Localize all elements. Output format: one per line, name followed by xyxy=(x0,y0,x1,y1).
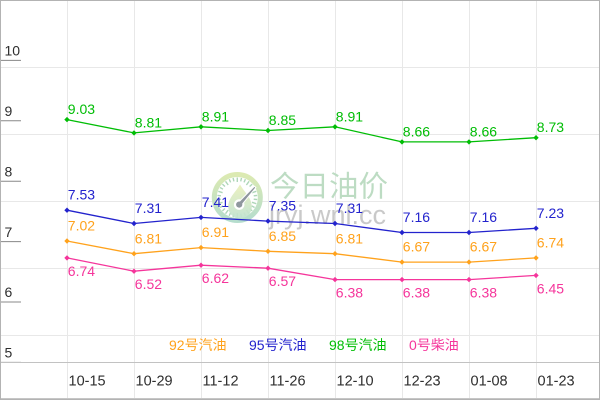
svg-text:6.74: 6.74 xyxy=(68,263,95,279)
svg-text:8.81: 8.81 xyxy=(135,114,162,130)
svg-text:7.23: 7.23 xyxy=(537,205,564,221)
svg-text:95: 95 xyxy=(249,337,265,353)
svg-text:12-10: 12-10 xyxy=(337,374,374,390)
svg-text:8.66: 8.66 xyxy=(470,123,497,139)
svg-text:6.38: 6.38 xyxy=(470,285,497,301)
svg-text:6.85: 6.85 xyxy=(269,228,296,244)
svg-text:11-12: 11-12 xyxy=(203,374,239,390)
svg-text:8.91: 8.91 xyxy=(336,108,363,124)
svg-text:6.81: 6.81 xyxy=(336,230,363,246)
svg-text:8.73: 8.73 xyxy=(537,119,564,135)
svg-text:6.38: 6.38 xyxy=(403,285,430,301)
svg-text:6.81: 6.81 xyxy=(135,230,162,246)
svg-text:jryj.wnl.cc: jryj.wnl.cc xyxy=(268,200,386,230)
svg-text:7.16: 7.16 xyxy=(470,209,497,225)
svg-text:6.62: 6.62 xyxy=(202,270,229,286)
svg-text:01-23: 01-23 xyxy=(538,374,575,390)
svg-text:7.31: 7.31 xyxy=(336,200,363,216)
svg-text:9: 9 xyxy=(5,103,13,119)
svg-text:6.67: 6.67 xyxy=(403,239,430,255)
svg-text:7.31: 7.31 xyxy=(135,200,162,216)
svg-text:10-15: 10-15 xyxy=(69,374,106,390)
svg-text:8: 8 xyxy=(5,163,13,179)
svg-text:01-08: 01-08 xyxy=(471,374,508,390)
svg-text:6.38: 6.38 xyxy=(336,285,363,301)
svg-text:6.91: 6.91 xyxy=(202,224,229,240)
svg-text:92: 92 xyxy=(169,337,185,353)
svg-text:6.74: 6.74 xyxy=(537,235,564,251)
svg-text:7.41: 7.41 xyxy=(202,194,229,210)
svg-text:6.67: 6.67 xyxy=(470,239,497,255)
svg-text:6: 6 xyxy=(5,284,13,300)
svg-text:7.35: 7.35 xyxy=(269,198,296,214)
svg-text:9.03: 9.03 xyxy=(68,101,95,117)
svg-text:8.91: 8.91 xyxy=(202,108,229,124)
svg-text:7.02: 7.02 xyxy=(68,218,95,234)
svg-text:11-26: 11-26 xyxy=(270,374,306,390)
svg-text:5: 5 xyxy=(5,345,13,361)
svg-text:10-29: 10-29 xyxy=(136,374,173,390)
svg-text:12-23: 12-23 xyxy=(404,374,441,390)
svg-text:8.85: 8.85 xyxy=(269,112,296,128)
svg-text:10: 10 xyxy=(5,43,21,59)
svg-text:0: 0 xyxy=(409,337,417,353)
svg-text:7.53: 7.53 xyxy=(68,187,95,203)
svg-text:6.57: 6.57 xyxy=(269,273,296,289)
svg-text:8.66: 8.66 xyxy=(403,123,430,139)
svg-text:7: 7 xyxy=(5,224,13,240)
svg-text:98: 98 xyxy=(329,337,345,353)
svg-text:7.16: 7.16 xyxy=(403,209,430,225)
svg-text:6.45: 6.45 xyxy=(537,280,564,296)
svg-text:6.52: 6.52 xyxy=(135,276,162,292)
